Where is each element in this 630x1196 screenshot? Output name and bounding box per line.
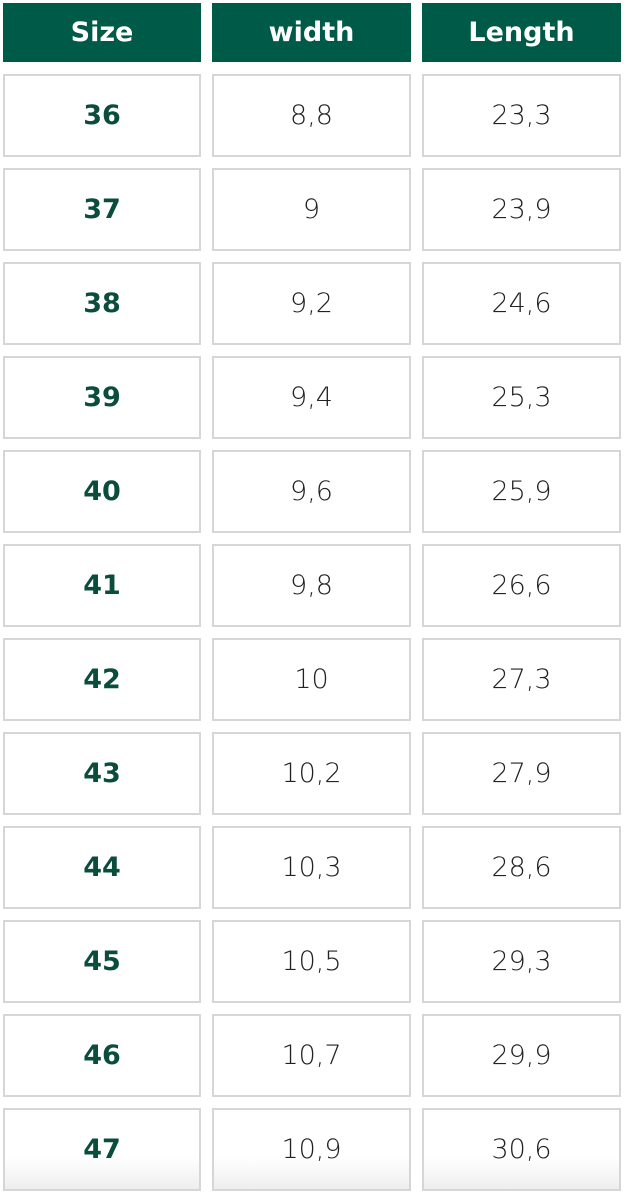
size-cell: 45 (3, 920, 201, 1003)
value-cell: 9 (212, 168, 411, 251)
value-cell: 23,9 (422, 168, 621, 251)
value-cell: 10,9 (212, 1108, 411, 1191)
size-cell: 37 (3, 168, 201, 251)
size-cell: 40 (3, 450, 201, 533)
size-cell: 44 (3, 826, 201, 909)
value-cell: 25,3 (422, 356, 621, 439)
value-cell: 27,3 (422, 638, 621, 721)
value-cell: 10 (212, 638, 411, 721)
value-cell: 10,2 (212, 732, 411, 815)
header-cell: width (212, 3, 411, 62)
size-cell: 38 (3, 262, 201, 345)
value-cell: 29,9 (422, 1014, 621, 1097)
value-cell: 9,6 (212, 450, 411, 533)
value-cell: 10,7 (212, 1014, 411, 1097)
value-cell: 9,4 (212, 356, 411, 439)
value-cell: 9,2 (212, 262, 411, 345)
value-cell: 23,3 (422, 74, 621, 157)
size-cell: 47 (3, 1108, 201, 1191)
value-cell: 9,8 (212, 544, 411, 627)
size-cell: 46 (3, 1014, 201, 1097)
size-cell: 36 (3, 74, 201, 157)
value-cell: 8,8 (212, 74, 411, 157)
size-cell: 42 (3, 638, 201, 721)
value-cell: 28,6 (422, 826, 621, 909)
value-cell: 27,9 (422, 732, 621, 815)
value-cell: 24,6 (422, 262, 621, 345)
header-cell: Length (422, 3, 621, 62)
value-cell: 26,6 (422, 544, 621, 627)
value-cell: 30,6 (422, 1108, 621, 1191)
header-cell: Size (3, 3, 201, 62)
size-cell: 43 (3, 732, 201, 815)
value-cell: 10,3 (212, 826, 411, 909)
size-cell: 41 (3, 544, 201, 627)
size-cell: 39 (3, 356, 201, 439)
value-cell: 29,3 (422, 920, 621, 1003)
value-cell: 10,5 (212, 920, 411, 1003)
value-cell: 25,9 (422, 450, 621, 533)
